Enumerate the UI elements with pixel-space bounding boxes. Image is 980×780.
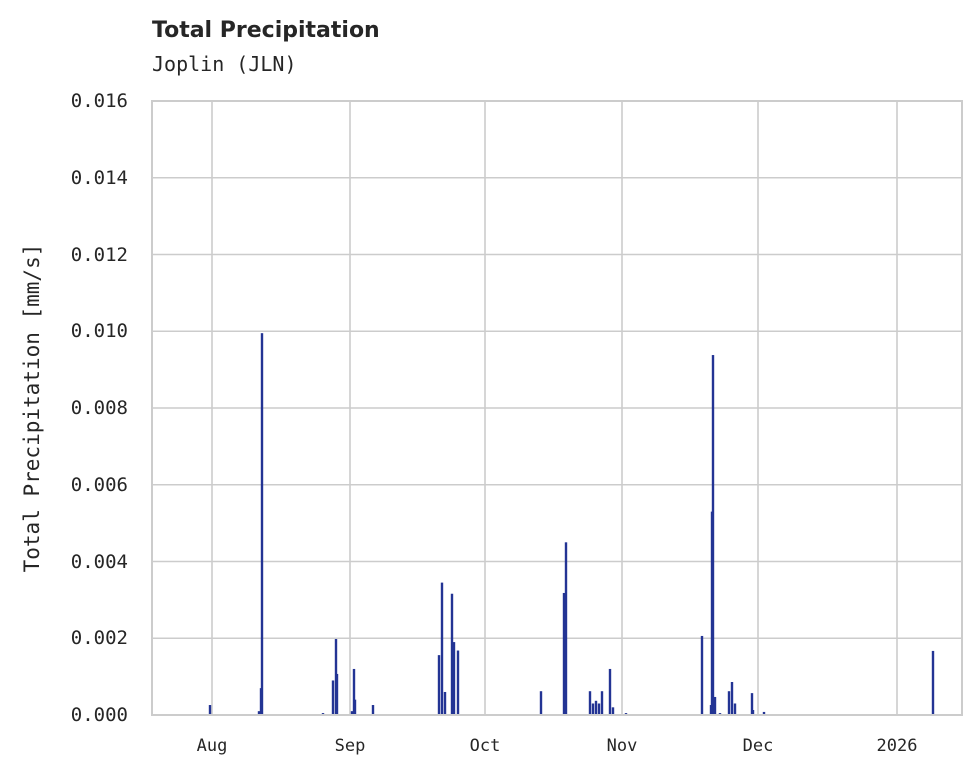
precip-bar — [931, 650, 935, 715]
precip-bar — [591, 703, 595, 715]
precip-bar — [713, 696, 717, 715]
y-tick-label: 0.006 — [70, 473, 128, 496]
precip-bar — [437, 655, 441, 715]
precip-bar — [727, 691, 731, 715]
precip-bar — [352, 668, 356, 715]
precip-bar — [450, 593, 454, 715]
y-tick-label: 0.014 — [70, 166, 128, 189]
precip-bar — [751, 710, 755, 715]
precip-bar — [762, 711, 766, 715]
y-tick-label: 0.012 — [70, 243, 128, 266]
x-tick-label: Oct — [469, 736, 501, 756]
precip-bar — [711, 355, 715, 715]
gridlines — [152, 100, 962, 716]
precip-bar — [733, 703, 737, 715]
y-tick-label: 0.008 — [70, 397, 128, 419]
precip-bar — [730, 681, 734, 715]
precip-bar — [257, 711, 261, 715]
chart-subtitle: Joplin (JLN) — [152, 52, 297, 76]
precip-bar — [597, 703, 601, 715]
precip-bar — [335, 673, 339, 715]
y-tick-label: 0.000 — [70, 704, 128, 726]
precip-bar — [260, 333, 264, 715]
y-tick-label: 0.016 — [70, 90, 128, 112]
precip-bar — [331, 680, 335, 715]
precip-bar — [750, 693, 754, 715]
x-tick-label: Aug — [196, 736, 228, 756]
precip-bar — [443, 691, 447, 715]
precip-bar — [594, 700, 598, 715]
precip-bar — [608, 668, 612, 715]
x-tick-label: 2026 — [876, 736, 918, 756]
plot-frame — [151, 100, 963, 716]
precip-bar — [600, 691, 604, 715]
precip-bar — [456, 650, 460, 715]
x-tick-label: Nov — [606, 736, 638, 756]
precip-bar — [353, 699, 357, 715]
precip-bar — [562, 592, 566, 715]
precip-bar — [371, 705, 375, 715]
precip-bar — [564, 542, 568, 715]
y-tick-label: 0.010 — [70, 320, 128, 343]
precip-bar — [350, 711, 354, 715]
precip-bar — [588, 691, 592, 715]
x-tick-label: Sep — [334, 736, 366, 756]
x-tick-label: Dec — [742, 736, 774, 756]
precip-bar — [700, 635, 704, 715]
precipitation-bars — [208, 333, 935, 715]
precip-bar — [611, 707, 615, 715]
precip-bar — [440, 582, 444, 715]
precip-bar — [452, 642, 456, 715]
chart-title: Total Precipitation — [152, 18, 380, 43]
precip-bar — [208, 705, 212, 715]
precip-bar — [539, 691, 543, 715]
y-tick-label: 0.002 — [70, 627, 128, 650]
y-tick-label: 0.004 — [70, 550, 128, 573]
